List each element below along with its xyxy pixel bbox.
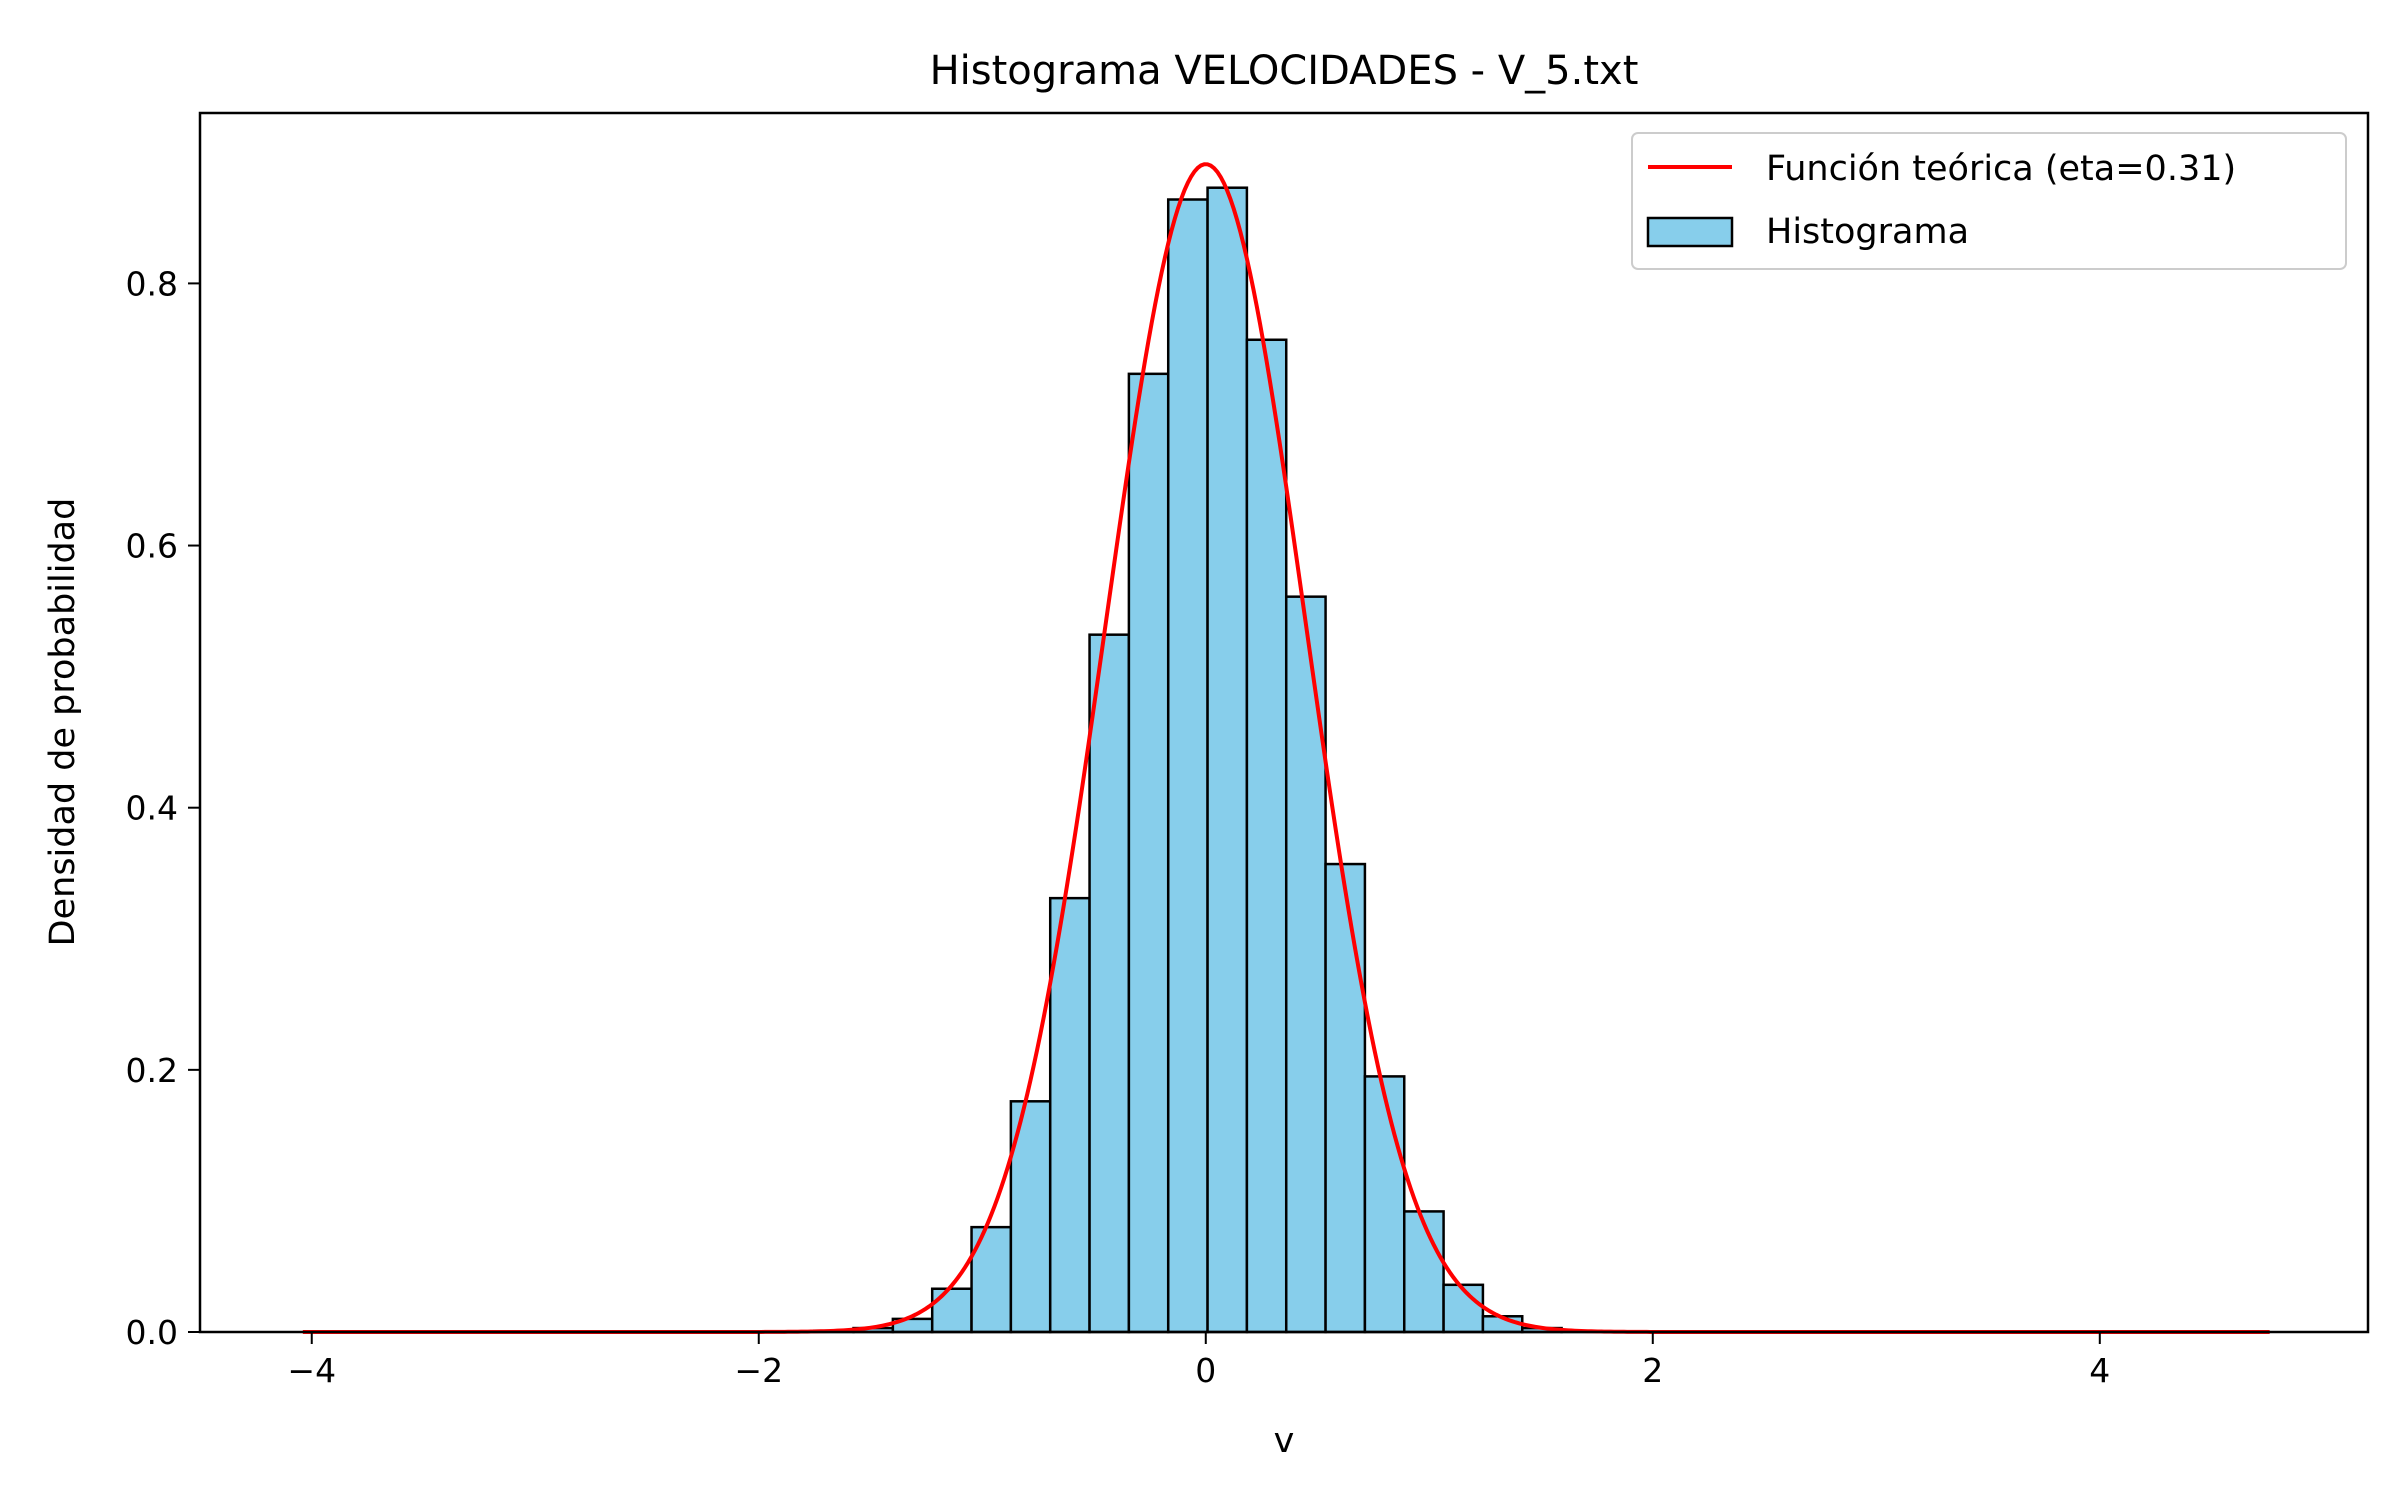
x-axis-ticks: −4 −2 0 2 4 — [287, 1332, 2110, 1390]
y-tick-label: 0.2 — [126, 1051, 178, 1090]
histogram-bar — [1127, 372, 1170, 1334]
x-tick-label: 4 — [2089, 1351, 2110, 1390]
histogram-bar — [1166, 198, 1209, 1334]
x-tick-label: −2 — [734, 1351, 783, 1390]
histogram-bar — [1402, 1210, 1445, 1334]
legend-histogram-swatch — [1646, 216, 1734, 248]
histogram-bar — [1363, 1075, 1406, 1334]
legend: Función teórica (eta=0.31) Histograma — [1631, 132, 2347, 270]
y-axis-ticks: 0.0 0.2 0.4 0.6 0.8 — [126, 264, 200, 1352]
histogram-bar — [1245, 338, 1288, 1334]
legend-histogram-label: Histograma — [1766, 212, 1969, 252]
legend-theory-label: Función teórica (eta=0.31) — [1766, 149, 2236, 189]
x-tick-label: 2 — [1642, 1351, 1663, 1390]
x-tick-label: 0 — [1195, 1351, 1216, 1390]
x-axis-label: v — [1274, 1421, 1295, 1461]
plot-frame — [198, 111, 2370, 1334]
y-tick-label: 0.4 — [126, 789, 178, 828]
histogram-bars — [773, 186, 1642, 1334]
histogram-bar — [930, 1287, 973, 1334]
histogram-bar — [1088, 633, 1131, 1334]
histogram-bar — [1324, 862, 1367, 1334]
plot-area — [198, 111, 2370, 1334]
chart-title: Histograma VELOCIDADES - V_5.txt — [930, 48, 1639, 94]
y-tick-label: 0.8 — [126, 264, 178, 303]
y-axis-label: Densidad de probabilidad — [43, 498, 83, 947]
histogram-bar — [1442, 1283, 1485, 1334]
y-tick-label: 0.0 — [126, 1313, 178, 1352]
legend-box — [1631, 132, 2347, 270]
y-tick-label: 0.6 — [126, 527, 178, 566]
histogram-bar — [1206, 186, 1249, 1334]
x-tick-label: −4 — [287, 1351, 336, 1390]
histogram-bar — [1048, 896, 1091, 1334]
